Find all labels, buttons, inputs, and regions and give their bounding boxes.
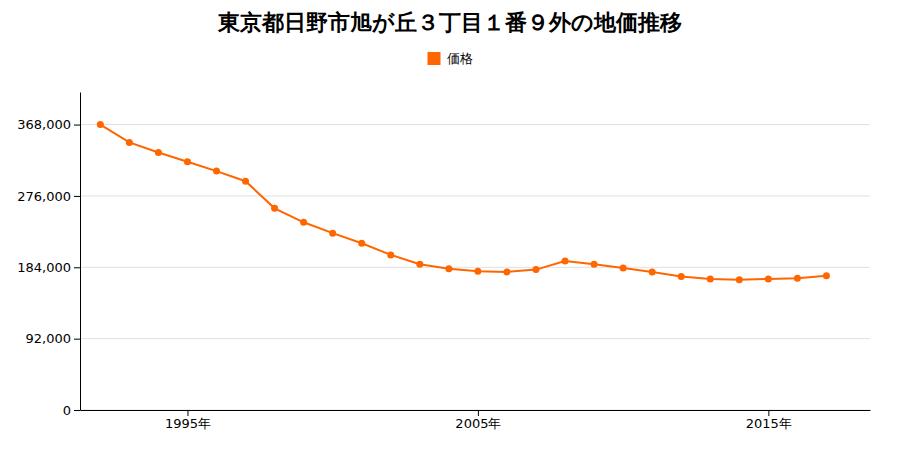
chart: 東京都日野市旭が丘３丁目１番９外の地価推移 1995年 2005年 2015年 0 92,… [0,0,900,450]
point [213,168,220,175]
tick-mark [74,196,80,197]
tick-mark [478,410,479,416]
tick-mark [768,410,769,416]
point [445,265,452,272]
axis-line [81,410,871,411]
line [100,125,826,280]
point [562,258,569,265]
tick-label: 2015年 [746,416,792,431]
point [300,219,307,226]
point [184,158,191,165]
tick-mark [74,339,80,340]
tick-label: 184,000 [17,260,71,275]
point [358,240,365,247]
point [707,275,714,282]
tick-mark [187,410,188,416]
point [242,178,249,185]
point [329,230,336,237]
grid-line [80,124,870,125]
axis-line [80,93,81,411]
point [97,121,104,128]
tick-label: 2005年 [455,416,501,431]
title: 東京都日野市旭が丘３丁目１番９外の地価推移 [217,10,682,35]
point [532,266,539,273]
tick: 2015年 [746,410,792,431]
tick: 368,000 [17,117,80,132]
tick: 1995年 [165,410,211,431]
point [503,268,510,275]
grid-line [80,195,870,196]
point [474,268,481,275]
plot: 1995年 2005年 2015年 0 92,000 184,000 276,000 368,… [17,93,870,432]
point [765,275,772,282]
point [271,205,278,212]
markers [97,121,830,283]
tick-label: 368,000 [17,117,71,132]
y-axis: 0 92,000 184,000 276,000 368,000 [17,93,80,418]
tick-label: 1995年 [165,416,211,431]
point [678,273,685,280]
point [649,268,656,275]
tick-mark [74,125,80,126]
tick: 0 [63,403,80,418]
legend-label: 価格 [447,51,473,66]
tick: 276,000 [17,189,80,204]
tick: 2005年 [455,410,501,431]
tick: 92,000 [26,331,81,346]
point [591,261,598,268]
legend-item: 価格 [428,51,473,66]
point [736,276,743,283]
grid-line [80,267,870,268]
point [416,261,423,268]
point [620,265,627,272]
tick-label: 92,000 [26,331,72,346]
point [155,149,162,156]
grid-line [80,338,870,339]
grid-line [80,410,870,411]
tick-mark [74,410,80,411]
marks [97,121,830,283]
grid [80,125,870,410]
tick-label: 0 [63,403,71,418]
tick-mark [74,267,80,268]
point [126,139,133,146]
point [823,272,830,279]
point [794,275,801,282]
point [387,251,394,258]
tick-label: 276,000 [17,189,71,204]
legend-swatch [428,52,441,65]
tick: 184,000 [17,260,80,275]
legend: 価格 [428,51,473,66]
x-axis: 1995年 2005年 2015年 [81,410,871,431]
